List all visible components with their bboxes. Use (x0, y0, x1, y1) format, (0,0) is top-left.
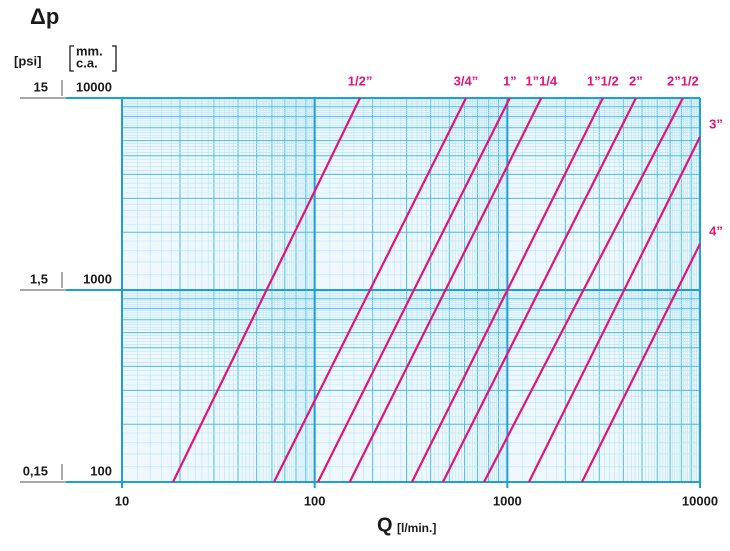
x-axis-unit: [l/min.] (397, 521, 436, 535)
series-line (316, 97, 511, 483)
y2-tick-label: 0,15 (23, 463, 48, 478)
y-tick-label: 100 (90, 463, 112, 478)
series-line (172, 97, 362, 483)
series-line (483, 97, 684, 483)
x-tick-label: 10 (115, 493, 129, 508)
series-label: 3” (709, 116, 723, 131)
chart-title: Δp (30, 4, 59, 29)
series-label: 2” (629, 73, 643, 88)
series-line (348, 97, 543, 483)
y2-axis-label: mm. (76, 43, 103, 58)
x-axis-label: Q (377, 514, 393, 536)
x-tick-label: 100 (304, 493, 326, 508)
series-label: 1”1/4 (525, 73, 558, 88)
series-line (273, 97, 467, 483)
series-label: 3/4” (454, 73, 479, 88)
x-tick-label: 10000 (682, 493, 718, 508)
series-line (580, 243, 701, 483)
series-label: 1”1/2 (587, 73, 619, 88)
y-tick-label: 10000 (76, 79, 112, 94)
series-line (441, 97, 637, 483)
series-label: 4” (709, 223, 723, 238)
y-axis-label: [psi] (14, 53, 41, 68)
y2-tick-label: 15 (34, 79, 48, 94)
series-label: 2”1/2 (667, 73, 699, 88)
x-tick-label: 1000 (493, 493, 522, 508)
series-label: 1/2” (348, 73, 373, 88)
series-line (411, 97, 604, 483)
bracket (69, 45, 117, 72)
y-tick-label: 1000 (83, 271, 112, 286)
y2-tick-label: 1,5 (30, 271, 48, 286)
series-label: 1” (503, 73, 517, 88)
series-line (527, 136, 701, 483)
y2-axis-label: c.a. (76, 55, 98, 70)
